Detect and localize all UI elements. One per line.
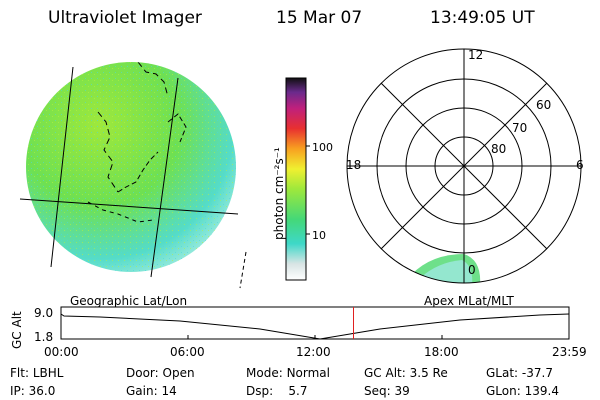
mlt-label-0: 0 [468,263,476,277]
time-tick-1: 06:00 [170,345,205,359]
time-tick-2: 12:00 [296,345,331,359]
timeline-frame [60,306,570,340]
lat-label-60: 60 [536,98,552,112]
time-label: 13:49:05 UT [430,8,535,28]
colorbar-tick-100: 100 [312,141,333,154]
mlt-label-12: 12 [468,48,484,62]
altitude-tick-high: 9.0 [34,306,54,320]
mlt-label-6: 6 [576,158,584,172]
timeline-ticks [60,335,570,339]
geographic-panel-label: Geographic Lat/Lon [70,294,188,308]
status-gc-alt: GC Alt: 3.5 Re [364,366,448,380]
status-glat: GLat: -37.7 [486,366,553,380]
status-door: Door: Open [126,366,195,380]
colorbar-units-label: photon cm⁻²s⁻¹ [272,147,286,240]
mlt-label-18: 18 [346,158,362,172]
lat-label-80: 80 [491,142,507,156]
instrument-title: Ultraviolet Imager [48,8,202,28]
status-gain: Gain: 14 [126,384,177,398]
altitude-tick-low: 1.8 [34,330,54,344]
status-flt: Flt: LBHL [10,366,64,380]
lat-lon-grid [19,66,247,289]
apex-polar-plot [346,48,582,284]
status-seq: Seq: 39 [364,384,410,398]
colorbar [285,77,310,281]
altitude-curve [60,313,570,340]
altitude-timeline [60,306,570,340]
time-tick-0: 00:00 [44,345,79,359]
status-ip: IP: 36.0 [10,384,56,398]
lat-label-70: 70 [512,121,528,135]
time-tick-3: 18:00 [424,345,459,359]
colorbar-scale [285,77,307,281]
status-dsp: Dsp: 5.7 [246,384,308,398]
status-mode: Mode: Normal [246,366,330,380]
apex-panel-label: Apex MLat/MLT [424,294,514,308]
status-glon: GLon: 139.4 [486,384,559,398]
time-tick-4: 23:59 [552,345,587,359]
altitude-axis-label: GC Alt [10,311,24,349]
polar-grid [346,48,582,284]
colorbar-tick-10: 10 [312,229,326,242]
date-label: 15 Mar 07 [276,8,363,28]
geographic-image [19,62,247,289]
